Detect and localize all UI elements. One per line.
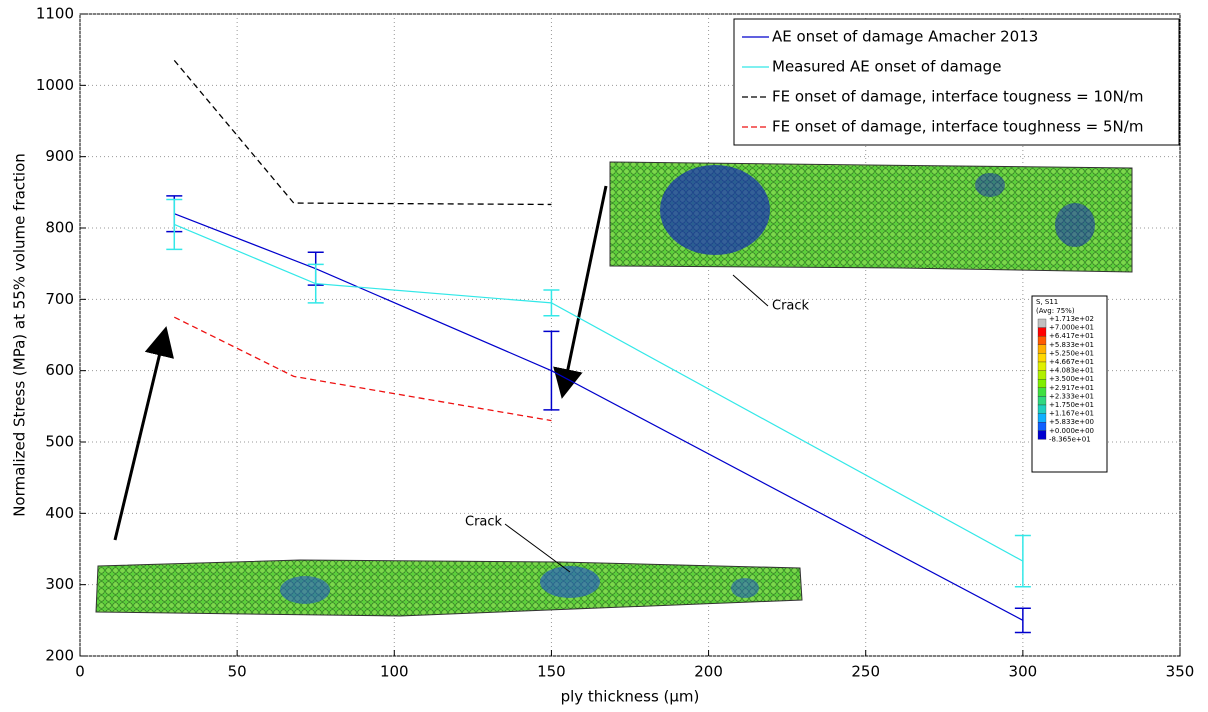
y-tick-label: 1100: [36, 5, 74, 23]
colorbar-swatch: [1037, 396, 1047, 406]
colorbar-label: +2.333e+01: [1049, 392, 1094, 400]
x-tick-label: 150: [537, 663, 566, 681]
colorbar-title: S, S11: [1036, 298, 1058, 306]
colorbar-label: +6.417e+01: [1049, 332, 1094, 340]
series-line: [173, 59, 552, 206]
colorbar-swatch: [1037, 404, 1047, 414]
error-bar: [307, 263, 324, 304]
colorbar-label: +0.000e+00: [1049, 427, 1094, 435]
y-tick-label: 500: [45, 433, 74, 451]
y-tick-label: 200: [45, 647, 74, 665]
inset-bottom: [95, 559, 803, 617]
colorbar-swatch: [1037, 344, 1047, 354]
x-tick-label: 350: [1166, 663, 1195, 681]
y-tick-label: 700: [45, 290, 74, 308]
y-tick-label: 300: [45, 575, 74, 593]
error-bar: [1014, 534, 1031, 588]
legend-label: FE onset of damage, interface tougness =…: [772, 88, 1143, 106]
colorbar-swatch: [1037, 327, 1047, 337]
y-tick-label: 800: [45, 219, 74, 237]
error-bar: [543, 330, 560, 411]
colorbar-subtitle: (Avg: 75%): [1036, 307, 1075, 315]
legend-label: AE onset of damage Amacher 2013: [772, 28, 1038, 46]
x-tick-label: 0: [75, 663, 85, 681]
y-axis-label: Normalized Stress (MPa) at 55% volume fr…: [11, 153, 29, 517]
colorbar-label: +5.833e+01: [1049, 341, 1094, 349]
x-tick-label: 50: [228, 663, 247, 681]
series-line: [174, 223, 1024, 562]
error-bar: [543, 289, 560, 317]
colorbar-label: +7.000e+01: [1049, 324, 1094, 332]
x-axis-label: ply thickness (µm): [561, 688, 700, 706]
legend-label: FE onset of damage, interface toughness …: [772, 118, 1143, 136]
inset-top: [609, 161, 1133, 273]
colorbar-swatch: [1037, 430, 1047, 440]
y-tick-label: 1000: [36, 76, 74, 94]
x-tick-label: 100: [380, 663, 409, 681]
legend-box: [733, 18, 1180, 146]
annotation: Crack: [772, 299, 810, 314]
error-bar: [166, 198, 183, 251]
colorbar-label: +2.917e+01: [1049, 384, 1094, 392]
colorbar-label: +3.500e+01: [1049, 375, 1094, 383]
colorbar-label: +1.750e+01: [1049, 401, 1094, 409]
colorbar: S, S11(Avg: 75%)+1.713e+02+7.000e+01+6.4…: [1031, 295, 1108, 473]
series-line: [173, 316, 552, 422]
colorbar-swatch: [1037, 318, 1047, 328]
y-tick-label: 400: [45, 504, 74, 522]
colorbar-swatch: [1037, 361, 1047, 371]
annotation: Crack: [465, 515, 503, 530]
arrows: [113, 185, 769, 573]
error-bar: [1014, 607, 1031, 634]
x-tick-label: 250: [851, 663, 880, 681]
colorbar-swatch: [1037, 413, 1047, 423]
y-tick-label: 600: [45, 361, 74, 379]
colorbar-label: +5.833e+00: [1049, 418, 1094, 426]
series-line: [174, 213, 1024, 621]
colorbar-label: +1.713e+02: [1049, 315, 1094, 323]
colorbar-swatch: [1037, 336, 1047, 345]
legend-label: Measured AE onset of damage: [772, 58, 1001, 76]
colorbar-swatch: [1037, 370, 1047, 380]
colorbar-label: +4.083e+01: [1049, 367, 1094, 375]
x-tick-label: 300: [1009, 663, 1038, 681]
colorbar-label: +5.250e+01: [1049, 349, 1094, 357]
colorbar-swatch: [1037, 387, 1047, 397]
colorbar-label: +1.167e+01: [1049, 410, 1094, 418]
colorbar-swatch: [1037, 422, 1047, 431]
x-tick-label: 200: [694, 663, 723, 681]
colorbar-swatch: [1037, 379, 1047, 388]
colorbar-label: +4.667e+01: [1049, 358, 1094, 366]
colorbar-label: -8.365e+01: [1049, 435, 1091, 443]
y-tick-label: 900: [45, 147, 74, 165]
colorbar-swatch: [1037, 353, 1047, 363]
